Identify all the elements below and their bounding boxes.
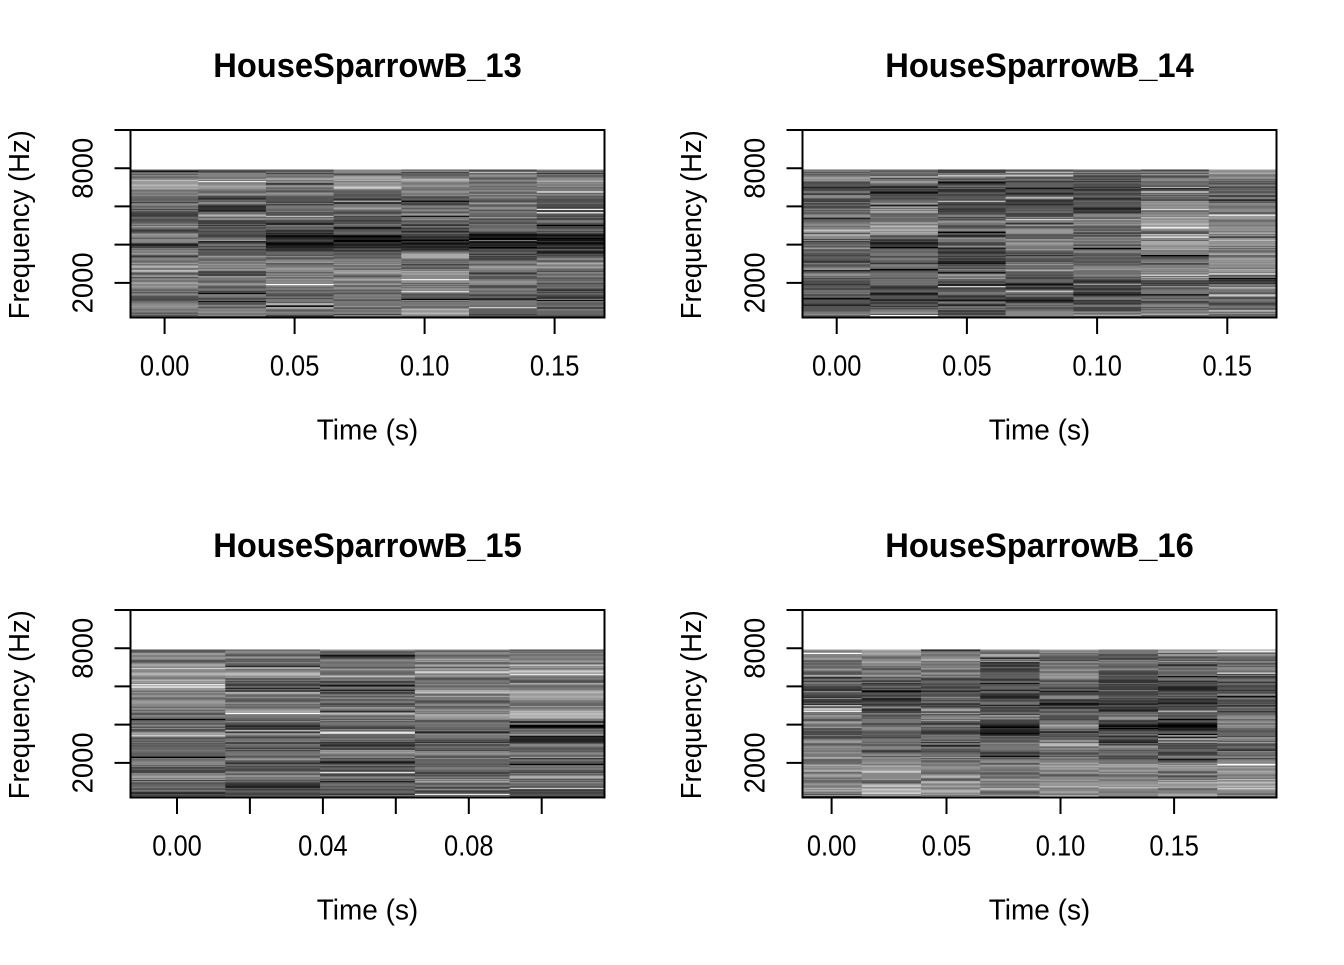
svg-text:HouseSparrowB_13: HouseSparrowB_13	[213, 47, 522, 85]
svg-text:Frequency (Hz): Frequency (Hz)	[4, 610, 36, 799]
svg-text:0.08: 0.08	[444, 830, 494, 862]
svg-text:0.00: 0.00	[807, 830, 857, 862]
svg-text:HouseSparrowB_14: HouseSparrowB_14	[885, 47, 1194, 85]
svg-text:2000: 2000	[740, 732, 772, 793]
svg-text:8000: 8000	[68, 618, 100, 679]
svg-text:Time (s): Time (s)	[989, 894, 1091, 926]
svg-text:0.10: 0.10	[400, 350, 450, 382]
svg-text:Time (s): Time (s)	[317, 414, 419, 446]
svg-text:Time (s): Time (s)	[989, 414, 1091, 446]
svg-text:0.10: 0.10	[1036, 830, 1086, 862]
svg-text:0.05: 0.05	[270, 350, 320, 382]
svg-text:2000: 2000	[68, 732, 100, 793]
svg-text:0.15: 0.15	[1203, 350, 1253, 382]
svg-text:8000: 8000	[740, 138, 772, 199]
svg-text:0.00: 0.00	[152, 830, 202, 862]
svg-text:HouseSparrowB_16: HouseSparrowB_16	[885, 527, 1194, 565]
svg-text:0.05: 0.05	[942, 350, 992, 382]
svg-text:0.10: 0.10	[1072, 350, 1122, 382]
svg-text:2000: 2000	[68, 252, 100, 313]
svg-text:HouseSparrowB_15: HouseSparrowB_15	[213, 527, 522, 565]
svg-text:0.05: 0.05	[922, 830, 972, 862]
svg-text:0.15: 0.15	[1149, 830, 1199, 862]
svg-text:0.15: 0.15	[530, 350, 580, 382]
svg-text:0.00: 0.00	[140, 350, 190, 382]
svg-text:Frequency (Hz): Frequency (Hz)	[676, 130, 708, 319]
svg-text:2000: 2000	[740, 252, 772, 313]
svg-text:Frequency (Hz): Frequency (Hz)	[4, 130, 36, 319]
svg-text:0.04: 0.04	[298, 830, 348, 862]
svg-text:0.00: 0.00	[812, 350, 862, 382]
svg-text:Time (s): Time (s)	[317, 894, 419, 926]
svg-text:8000: 8000	[68, 138, 100, 199]
svg-text:Frequency (Hz): Frequency (Hz)	[676, 610, 708, 799]
svg-text:8000: 8000	[740, 618, 772, 679]
